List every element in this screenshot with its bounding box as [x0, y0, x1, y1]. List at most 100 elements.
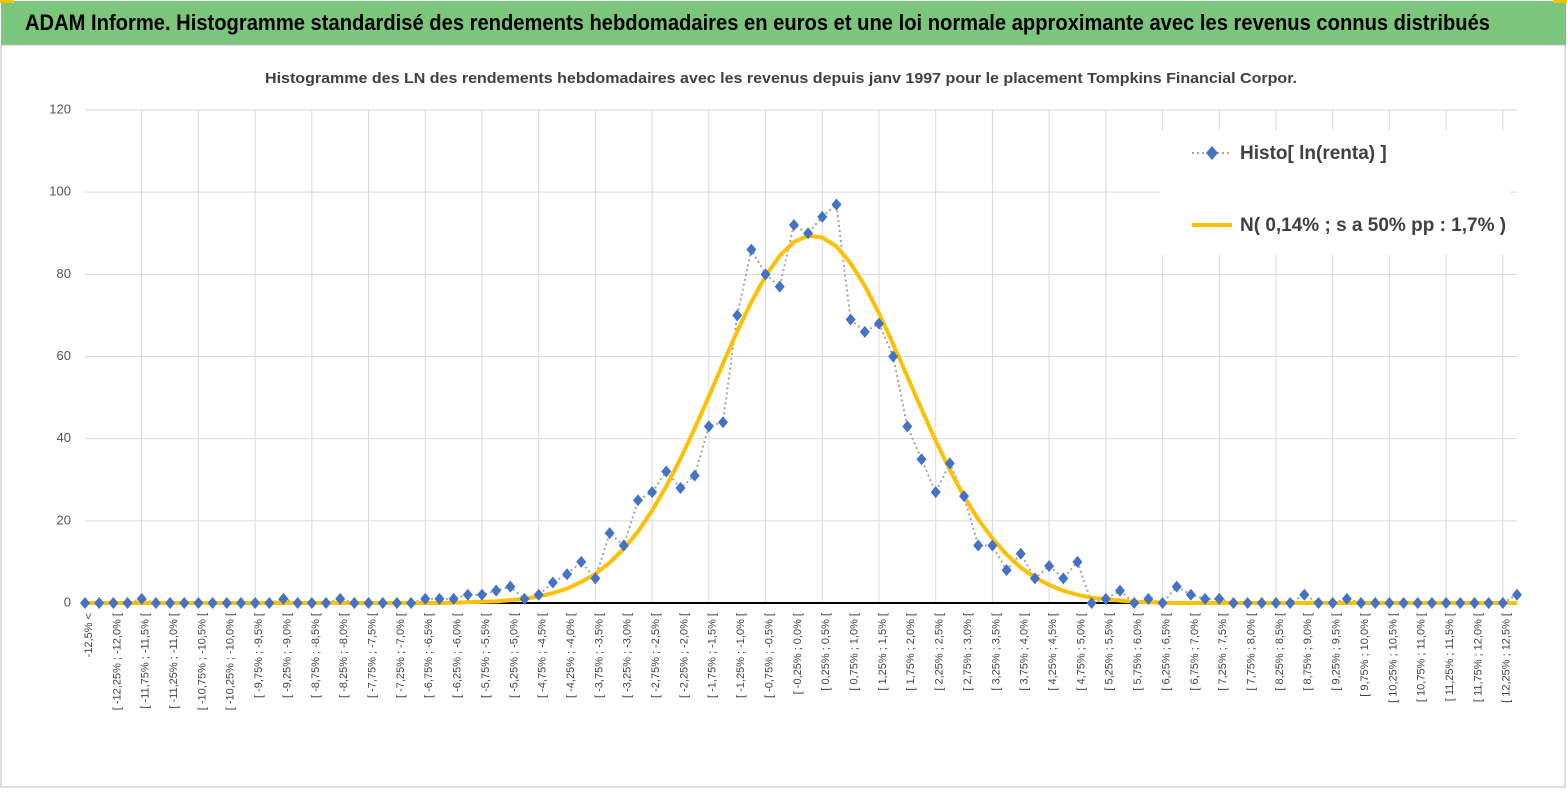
x-tick-label: [ 1,25% ; 1,5% [: [877, 613, 889, 691]
x-tick-label: [ 4,75% ; 5,0% [: [1075, 613, 1087, 691]
x-tick-label: [ -6,25% ; -6,0% [: [452, 613, 464, 698]
x-tick-label: [ 6,25% ; 6,5% [: [1160, 613, 1172, 691]
y-tick-label: 0: [64, 594, 71, 609]
histogram-marker: [1412, 597, 1423, 609]
histogram-marker: [1469, 597, 1480, 609]
histogram-marker: [788, 219, 799, 232]
histogram-marker: [1384, 597, 1395, 609]
histogram-marker: [448, 592, 459, 605]
histogram-marker: [207, 597, 218, 609]
histogram-marker: [1441, 597, 1452, 609]
x-tick-label: [ -3,75% ; -3,5% [: [593, 613, 605, 698]
histogram-marker: [803, 227, 814, 240]
x-tick-label: [ 4,25% ; 4,5% [: [1047, 613, 1059, 691]
legend-label: Histo[ ln(renta) ]: [1240, 143, 1387, 164]
y-tick-label: 40: [57, 430, 71, 445]
histogram-marker: [491, 584, 502, 597]
x-tick-label: [ 9,25% ; 9,5% [: [1331, 613, 1343, 691]
header-title: ADAM Informe. Histogramme standardisé de…: [25, 10, 1490, 35]
histogram-marker: [547, 576, 558, 589]
histogram-marker: [519, 592, 530, 605]
histogram-marker: [1299, 588, 1310, 601]
y-tick-label: 60: [57, 348, 71, 363]
x-tick-label: [ 8,75% ; 9,0% [: [1302, 613, 1314, 691]
histogram-marker: [732, 309, 743, 322]
x-tick-label: [ -0,25% ; 0,0% [: [792, 613, 804, 694]
legend-box: [1160, 130, 1510, 255]
histogram-marker: [760, 268, 771, 281]
histogram-marker: [1072, 555, 1083, 568]
x-tick-label: [ -4,75% ; -4,5% [: [537, 613, 549, 698]
y-tick-label: 20: [57, 512, 71, 527]
histogram-marker: [306, 597, 317, 609]
legend: Histo[ ln(renta) ] N( 0,14% ; s a 50% pp…: [1192, 143, 1506, 236]
x-tick-label: [ 1,75% ; 2,0% [: [905, 613, 917, 691]
histogram-marker: [434, 592, 445, 605]
histogram-marker: [618, 539, 629, 552]
histogram-marker: [377, 597, 388, 609]
histogram-marker: [533, 588, 544, 601]
histogram-marker: [632, 494, 643, 507]
histogram-marker: [349, 597, 360, 609]
histogram-marker: [250, 597, 261, 609]
x-tick-label: [ 7,25% ; 7,5% [: [1217, 613, 1229, 691]
legend-marker: [1206, 146, 1218, 160]
histogram-marker: [420, 592, 431, 605]
histogram-marker: [859, 325, 870, 338]
histogram-marker: [873, 317, 884, 330]
histogram-marker: [1001, 564, 1012, 577]
histogram-marker: [944, 457, 955, 470]
histogram-marker: [94, 597, 105, 609]
x-tick-label: [ 11,75% ; 12,0% [: [1472, 613, 1484, 702]
x-tick-label: [ 6,75% ; 7,0% [: [1189, 613, 1201, 691]
histogram-marker: [1214, 592, 1225, 605]
histogram-marker: [1270, 597, 1281, 609]
histogram-marker: [505, 580, 516, 593]
histogram-marker: [406, 597, 417, 609]
x-tick-label: [ -6,75% ; -6,5% [: [423, 613, 435, 698]
histogram-marker: [845, 313, 856, 326]
x-tick-label: [ 8,25% ; 8,5% [: [1274, 613, 1286, 691]
x-tick-label: [ -3,25% ; -3,0% [: [622, 613, 634, 698]
corner: [0, 0, 14, 3]
x-tick-label: [ 3,75% ; 4,0% [: [1019, 613, 1031, 691]
histogram-marker: [179, 597, 190, 609]
x-tick-label: [ 5,75% ; 6,0% [: [1132, 613, 1144, 691]
histogram-marker: [1115, 584, 1126, 597]
x-tick-label: [ 10,75% ; 11,0% [: [1416, 613, 1428, 702]
x-tick-label: [ -5,25% ; -5,0% [: [508, 613, 520, 698]
histogram-marker: [1228, 597, 1239, 609]
histogram-marker: [1200, 592, 1211, 605]
histogram-marker: [80, 597, 90, 609]
histogram-marker: [462, 588, 473, 601]
histogram-marker: [1256, 597, 1267, 609]
x-tick-label: [ -0,75% ; -0,5% [: [763, 613, 775, 698]
x-tick-label: [ -10,25% ; -10,0% [: [225, 613, 237, 710]
x-tick-label: [ 2,25% ; 2,5% [: [934, 613, 946, 691]
x-tick-label: [ -2,25% ; -2,0% [: [678, 613, 690, 698]
y-tick-label: 80: [57, 266, 71, 281]
x-tick-label: [ 9,75% ; 10,0% [: [1359, 613, 1371, 697]
histogram-marker: [718, 416, 729, 429]
histogram-marker: [193, 597, 204, 609]
histogram-marker: [576, 555, 587, 568]
x-tick-label: [ 12,25% ; 12,5% [: [1501, 613, 1513, 703]
y-tick-label: 100: [49, 184, 71, 199]
x-tick-label: [ -4,25% ; -4,0% [: [565, 613, 577, 698]
x-tick-label: -12,5% <: [83, 613, 95, 657]
histogram-marker: [703, 420, 714, 433]
corner: [1553, 0, 1567, 3]
x-tick-label: [ 10,25% ; 10,5% [: [1387, 613, 1399, 703]
histogram-marker: [1086, 597, 1097, 609]
histogram-marker: [661, 465, 672, 478]
histogram-marker: [1185, 588, 1196, 601]
histogram-marker: [1285, 597, 1296, 609]
histogram-marker: [335, 592, 346, 605]
histogram-marker: [321, 597, 332, 609]
histogram-marker: [1242, 597, 1253, 609]
histogram-marker: [902, 420, 913, 433]
legend-label: N( 0,14% ; s a 50% pp : 1,7% ): [1240, 215, 1506, 236]
histogram-marker: [1455, 597, 1466, 609]
histogram-marker: [1497, 597, 1508, 609]
histogram-marker: [1015, 547, 1026, 560]
